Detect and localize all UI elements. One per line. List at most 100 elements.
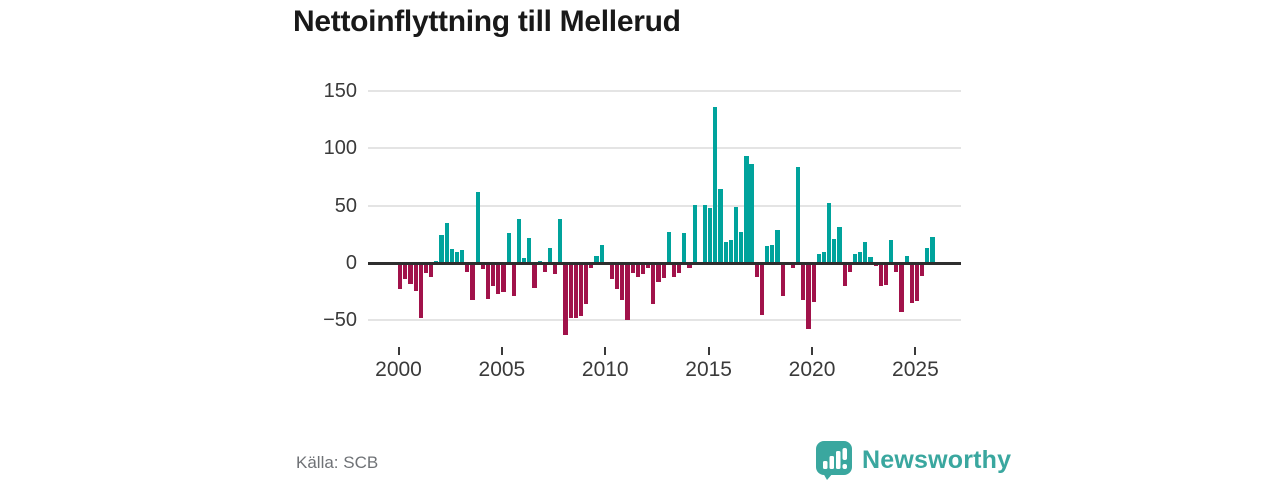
bar-negative bbox=[480, 263, 485, 269]
y-axis-tick-label: 0 bbox=[345, 252, 357, 274]
gridline-y-150 bbox=[368, 90, 961, 93]
x-axis-tick-label: 2020 bbox=[788, 358, 836, 381]
x-axis-tick bbox=[914, 347, 917, 355]
chart-title: Nettoinflyttning till Mellerud bbox=[293, 5, 681, 38]
bar-positive bbox=[739, 232, 744, 263]
bar-negative bbox=[403, 263, 408, 280]
y-axis-tick-label: 150 bbox=[323, 80, 357, 103]
bar-negative bbox=[661, 263, 666, 278]
bar-positive bbox=[522, 258, 527, 263]
bar-positive bbox=[718, 188, 723, 263]
bar-negative bbox=[542, 263, 547, 273]
x-axis-tick-label: 2015 bbox=[685, 358, 732, 381]
bar-positive bbox=[708, 207, 713, 263]
bar-negative bbox=[408, 263, 413, 284]
bar-negative bbox=[615, 263, 620, 290]
bar-positive bbox=[692, 204, 697, 263]
bar-negative bbox=[847, 263, 852, 273]
bar-negative bbox=[398, 263, 403, 290]
bar-positive bbox=[770, 244, 775, 263]
bar-negative bbox=[646, 263, 651, 268]
bar-positive bbox=[547, 248, 553, 263]
gridline-y-50 bbox=[368, 204, 961, 207]
gridline-y--50 bbox=[368, 319, 961, 322]
bar-negative bbox=[656, 263, 661, 283]
bar-negative bbox=[620, 263, 625, 300]
bar-negative bbox=[589, 263, 594, 268]
bar-negative bbox=[790, 263, 796, 268]
bar-positive bbox=[449, 249, 454, 263]
bar-chart-speech-bubble-icon bbox=[815, 440, 853, 480]
bar-positive bbox=[733, 206, 739, 263]
bar-negative bbox=[873, 263, 878, 267]
x-axis-tick bbox=[811, 347, 814, 355]
bar-negative bbox=[894, 263, 899, 273]
bar-negative bbox=[671, 263, 677, 277]
x-axis-tick-label: 2025 bbox=[892, 358, 939, 381]
bar-positive bbox=[439, 235, 444, 263]
x-axis-tick-label: 2000 bbox=[375, 358, 422, 381]
bar-positive bbox=[558, 219, 563, 263]
bar-negative bbox=[687, 263, 692, 268]
x-axis-zero-line bbox=[368, 261, 961, 265]
bar-negative bbox=[584, 263, 589, 305]
bar-positive bbox=[832, 238, 837, 263]
bar-negative bbox=[914, 263, 920, 301]
bar-positive bbox=[816, 253, 821, 263]
bar-positive bbox=[930, 236, 935, 263]
bar-negative bbox=[878, 263, 883, 286]
bar-negative bbox=[563, 263, 568, 336]
bar-negative bbox=[677, 263, 682, 274]
source-caption: Källa: SCB bbox=[296, 453, 379, 472]
bar-positive bbox=[599, 244, 604, 263]
x-axis-tick-label: 2005 bbox=[478, 358, 526, 381]
x-axis-tick-label: 2010 bbox=[581, 358, 629, 381]
newsworthy-logo[interactable]: Newsworthy bbox=[815, 440, 1011, 480]
bar-positive bbox=[723, 242, 728, 263]
bar-negative bbox=[640, 263, 646, 275]
bar-positive bbox=[821, 251, 827, 263]
bar-negative bbox=[920, 263, 925, 276]
bar-positive bbox=[460, 250, 465, 263]
bar-negative bbox=[630, 263, 635, 274]
newsworthy-wordmark: Newsworthy bbox=[862, 445, 1012, 474]
bar-positive bbox=[516, 219, 522, 263]
bar-positive bbox=[702, 204, 708, 263]
bar-negative bbox=[532, 263, 537, 289]
bar-positive bbox=[863, 242, 868, 263]
bar-negative bbox=[909, 263, 914, 304]
bar-negative bbox=[625, 263, 630, 321]
bar-negative bbox=[501, 263, 506, 292]
bar-positive bbox=[749, 164, 754, 263]
bar-negative bbox=[511, 263, 516, 297]
bar-positive bbox=[868, 257, 873, 263]
x-axis-tick bbox=[604, 347, 607, 355]
bar-negative bbox=[842, 263, 847, 286]
bar-negative bbox=[883, 263, 889, 285]
bar-negative bbox=[651, 263, 656, 305]
bar-negative bbox=[465, 263, 470, 273]
bar-positive bbox=[682, 233, 687, 263]
bar-negative bbox=[470, 263, 475, 300]
bar-negative bbox=[418, 263, 423, 318]
bar-positive bbox=[728, 240, 733, 263]
bar-negative bbox=[491, 263, 496, 286]
y-axis-tick-label: 50 bbox=[334, 194, 357, 217]
bar-positive bbox=[594, 256, 599, 263]
bar-positive bbox=[889, 240, 894, 263]
bar-negative bbox=[496, 263, 501, 294]
bar-negative bbox=[609, 263, 615, 280]
gridline-y-100 bbox=[368, 147, 961, 150]
bar-negative bbox=[423, 263, 429, 274]
bar-positive bbox=[837, 227, 842, 263]
bar-positive bbox=[904, 256, 909, 263]
bar-positive bbox=[527, 237, 532, 263]
bar-positive bbox=[775, 229, 780, 263]
x-axis-tick bbox=[397, 347, 400, 355]
bar-positive bbox=[744, 156, 749, 263]
bar-negative bbox=[780, 263, 785, 297]
bar-negative bbox=[553, 263, 558, 275]
bar-positive bbox=[925, 248, 930, 263]
bar-positive bbox=[827, 203, 832, 263]
